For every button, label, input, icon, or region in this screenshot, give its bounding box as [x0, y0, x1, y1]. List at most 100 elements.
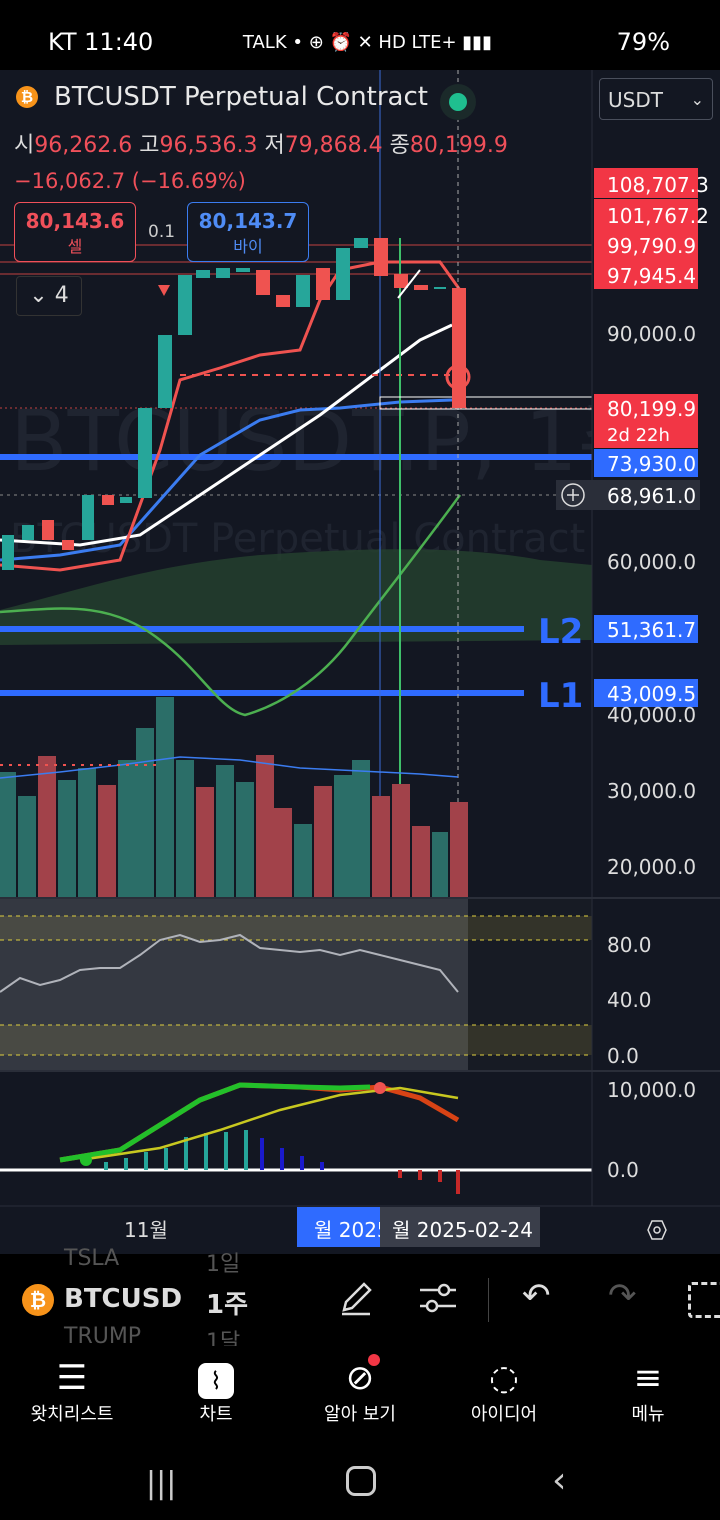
currency-select[interactable]: USDT ⌄	[599, 78, 713, 120]
high-value: 96,536.3	[159, 133, 258, 158]
open-value: 96,262.6	[34, 133, 133, 158]
chart-icon: ⌇	[146, 1356, 286, 1400]
back-icon[interactable]: ‹	[552, 1460, 567, 1501]
nav-watchlist[interactable]: ☰ 왓치리스트	[2, 1356, 142, 1426]
level-l1-label: L1	[538, 676, 583, 716]
signal-circle	[445, 364, 471, 390]
time-highlight	[297, 1207, 381, 1247]
nav-ideas[interactable]: ◌ 아이디어	[434, 1356, 574, 1426]
ichimoku-cloud	[0, 549, 592, 645]
price-label: 30,000.0	[607, 779, 696, 803]
symbol-title[interactable]: BTCUSDT Perpetual Contract	[54, 82, 428, 112]
time-label: 11월	[124, 1218, 168, 1242]
cursor-date-tag	[380, 1207, 540, 1247]
candle	[316, 268, 330, 300]
price-label: 108,707.3	[607, 173, 709, 197]
redo-icon[interactable]: ↷	[608, 1276, 637, 1316]
candle	[102, 495, 114, 505]
rsi-label: 80.0	[607, 933, 652, 957]
candle	[256, 270, 270, 295]
chart-area[interactable]: BTCUSDT.P, 1주 BTCUSDT Perpetual Contract…	[0, 70, 720, 1254]
price-label: 97,945.4	[607, 264, 696, 288]
signal-triangle	[158, 285, 170, 296]
price-label: 51,361.7	[607, 618, 696, 642]
macd-label: 0.0	[607, 1158, 639, 1182]
cross-dot-green	[80, 1154, 92, 1166]
plus-icon[interactable]	[561, 483, 585, 507]
candle	[276, 295, 290, 307]
price-tag	[594, 615, 698, 643]
white-ma-line	[0, 323, 453, 547]
macd-line-green	[59, 1082, 371, 1163]
price-label: 90,000.0	[607, 322, 696, 346]
price-tag	[594, 199, 698, 229]
sell-price: 80,143.6	[25, 209, 125, 233]
candle	[2, 535, 14, 570]
signal-line	[79, 1086, 459, 1162]
indicator-settings-icon[interactable]	[418, 1280, 458, 1316]
white-segment	[397, 269, 421, 299]
candle	[42, 520, 54, 540]
notification-dot	[368, 1354, 380, 1366]
candle	[178, 275, 192, 335]
sell-button[interactable]: 80,143.6 셀	[14, 202, 136, 262]
level-l2-label: L2	[538, 612, 583, 652]
candle	[196, 270, 210, 278]
nav-explore[interactable]: ⊘ 알아 보기	[290, 1356, 430, 1426]
chart-canvas[interactable]: BTCUSDT.P, 1주 BTCUSDT Perpetual Contract…	[0, 70, 720, 1254]
above-symbol: TSLA	[64, 1246, 120, 1271]
symbol-logo-icon: ₿	[16, 86, 38, 108]
price-tag	[594, 229, 698, 259]
carrier-time: KT 11:40	[48, 28, 154, 56]
home-icon[interactable]	[346, 1466, 376, 1496]
candle	[374, 238, 388, 276]
rsi-line	[0, 933, 459, 993]
toolbar-divider	[488, 1278, 489, 1322]
current-symbol: BTCUSD	[64, 1284, 183, 1314]
symbol-switcher[interactable]: TSLA 1일 ₿ BTCUSD 1주 TRUMP 1달	[0, 1246, 260, 1355]
cross-dot-red	[374, 1082, 386, 1094]
candle	[138, 408, 152, 498]
recent-apps-icon[interactable]: |||	[146, 1466, 177, 1501]
chart-toolbar: TSLA 1일 ₿ BTCUSD 1주 TRUMP 1달 ↶ ↷	[0, 1246, 720, 1355]
price-candles	[2, 238, 466, 570]
nav-menu[interactable]: ≡ 메뉴	[578, 1356, 718, 1426]
macd-histogram	[104, 1130, 460, 1194]
ohlc-values: 시96,262.6 고96,536.3 저79,868.4 종80,199.9	[14, 133, 508, 158]
price-label: 99,790.9	[607, 234, 696, 258]
compass-icon: ⊘	[345, 1358, 375, 1398]
price-label: 73,930.0	[607, 452, 696, 476]
bottom-navigation: ☰ 왓치리스트 ⌇ 차트 ⊘ 알아 보기 ◌ 아이디어 ≡ 메뉴	[0, 1346, 720, 1446]
price-tag	[594, 679, 698, 707]
cursor-date: 월 2025-02-24	[392, 1218, 533, 1242]
undo-icon[interactable]: ↶	[522, 1276, 551, 1316]
price-label: 68,961.0	[607, 484, 696, 508]
rsi-label: 0.0	[607, 1044, 639, 1068]
current-price-tag	[594, 394, 698, 448]
fullscreen-icon[interactable]	[688, 1282, 720, 1318]
above-interval: 1일	[206, 1252, 241, 1277]
buy-button[interactable]: 80,143.7 바이	[187, 202, 309, 262]
buy-price: 80,143.7	[198, 209, 298, 233]
volume-bars	[0, 697, 468, 898]
price-label: 101,767.2	[607, 204, 709, 228]
current-interval[interactable]: 1주	[206, 1290, 249, 1320]
close-value: 80,199.9	[409, 133, 508, 158]
watchlist-icon: ☰	[56, 1358, 88, 1398]
candle	[82, 495, 94, 540]
price-change: −16,062.7 (−16.69%)	[14, 169, 246, 193]
menu-icon: ≡	[633, 1358, 663, 1398]
settings-hex-icon[interactable]	[647, 1220, 667, 1240]
crosshair-price-tag[interactable]	[556, 480, 700, 510]
lightbulb-icon: ◌	[489, 1358, 519, 1398]
chevron-down-icon: ⌄	[29, 283, 48, 308]
candle	[62, 540, 74, 550]
price-label: 20,000.0	[607, 855, 696, 879]
drawing-pen-icon[interactable]	[338, 1278, 374, 1318]
indicators-toggle-button[interactable]: ⌄ 4	[16, 276, 82, 316]
macd-pane	[0, 1072, 592, 1206]
candle	[414, 285, 428, 290]
price-label: 60,000.0	[607, 550, 696, 574]
market-status-icon[interactable]	[440, 84, 476, 120]
nav-chart[interactable]: ⌇ 차트	[146, 1356, 286, 1426]
